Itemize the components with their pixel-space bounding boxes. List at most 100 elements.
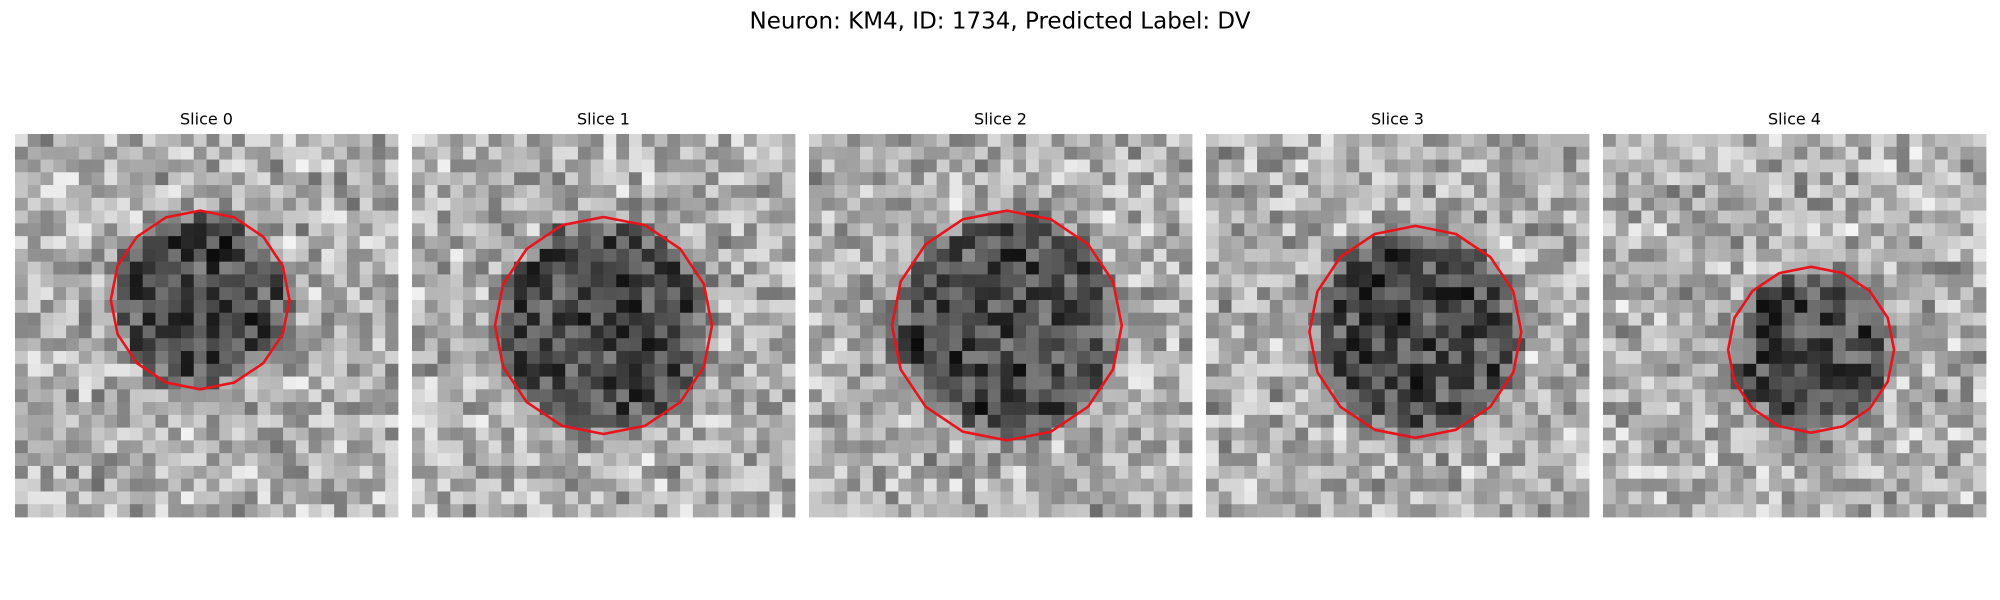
pixel <box>526 414 541 429</box>
pixel <box>412 172 426 186</box>
pixel <box>1308 223 1322 237</box>
pixel <box>1397 453 1411 467</box>
pixel <box>1128 402 1142 416</box>
pixel <box>78 197 92 211</box>
pixel <box>1603 414 1617 429</box>
pixel <box>1410 478 1424 492</box>
pixel <box>1102 465 1116 480</box>
pixel <box>308 376 322 390</box>
pixel <box>1679 159 1693 173</box>
pixel <box>743 465 758 480</box>
pixel <box>1692 389 1706 403</box>
pixel <box>244 312 258 326</box>
pixel <box>295 465 310 480</box>
pixel <box>565 427 579 441</box>
pixel <box>385 261 399 275</box>
pixel <box>1026 197 1040 211</box>
pixel <box>577 338 592 352</box>
pixel <box>1410 491 1424 505</box>
pixel <box>295 223 310 237</box>
pixel <box>1717 159 1732 173</box>
pixel <box>66 351 80 365</box>
pixel <box>872 478 886 492</box>
pixel <box>1179 287 1193 301</box>
pixel <box>1461 159 1475 173</box>
pixel <box>155 299 169 314</box>
pixel <box>1231 376 1245 390</box>
pixel <box>809 299 823 314</box>
pixel <box>104 159 118 173</box>
pixel <box>809 210 823 224</box>
pixel <box>206 453 220 467</box>
pixel <box>346 465 361 480</box>
pixel <box>1654 478 1668 492</box>
pixel <box>117 274 131 288</box>
pixel <box>283 478 297 492</box>
pixel <box>1705 172 1719 186</box>
pixel <box>1512 325 1526 339</box>
pixel <box>1346 172 1360 186</box>
pixel <box>1499 210 1513 224</box>
pixel <box>1705 312 1719 326</box>
pixel <box>1537 312 1552 326</box>
pixel <box>424 478 438 492</box>
pixel <box>346 440 361 454</box>
pixel <box>769 363 783 377</box>
pixel <box>1768 465 1783 480</box>
pixel <box>1000 236 1014 250</box>
pixel <box>603 159 617 173</box>
pixel <box>1244 363 1258 377</box>
pixel <box>1563 414 1577 429</box>
pixel <box>412 427 426 441</box>
pixel <box>1397 478 1411 492</box>
pixel <box>129 134 144 148</box>
pixel <box>1295 504 1309 518</box>
pixel <box>1231 146 1245 160</box>
pixel <box>552 504 566 518</box>
pixel <box>475 440 489 454</box>
pixel <box>1537 453 1552 467</box>
pixel <box>1512 376 1526 390</box>
pixel <box>526 376 541 390</box>
pixel <box>1960 299 1974 314</box>
pixel <box>232 363 246 377</box>
pixel <box>232 261 246 275</box>
pixel <box>1563 440 1577 454</box>
pixel <box>552 465 566 480</box>
pixel <box>1269 478 1283 492</box>
pixel <box>1410 338 1424 352</box>
pixel <box>1909 197 1923 211</box>
pixel <box>1934 414 1949 429</box>
pixel <box>346 197 361 211</box>
pixel <box>705 248 719 263</box>
pixel <box>872 325 886 339</box>
pixel <box>1756 491 1770 505</box>
pixel <box>1269 389 1283 403</box>
pixel <box>193 427 207 441</box>
pixel <box>168 389 182 403</box>
pixel <box>1333 414 1347 429</box>
pixel <box>40 248 54 263</box>
pixel <box>1743 223 1757 237</box>
pixel <box>1692 248 1706 263</box>
pixel <box>847 159 861 173</box>
pixel <box>692 312 707 326</box>
pixel <box>308 465 322 480</box>
pixel <box>142 248 156 263</box>
pixel <box>577 146 592 160</box>
pixel <box>860 402 874 416</box>
pixel <box>180 363 195 377</box>
pixel <box>1654 185 1668 199</box>
pixel <box>1666 210 1680 224</box>
pixel <box>860 351 874 365</box>
pixel <box>475 172 489 186</box>
pixel <box>565 236 579 250</box>
pixel <box>898 312 912 326</box>
pixel <box>1448 312 1462 326</box>
pixel <box>1705 427 1719 441</box>
pixel <box>219 402 233 416</box>
pixel <box>1922 223 1936 237</box>
pixel <box>718 504 732 518</box>
pixel <box>1410 440 1424 454</box>
pixel <box>1960 504 1974 518</box>
